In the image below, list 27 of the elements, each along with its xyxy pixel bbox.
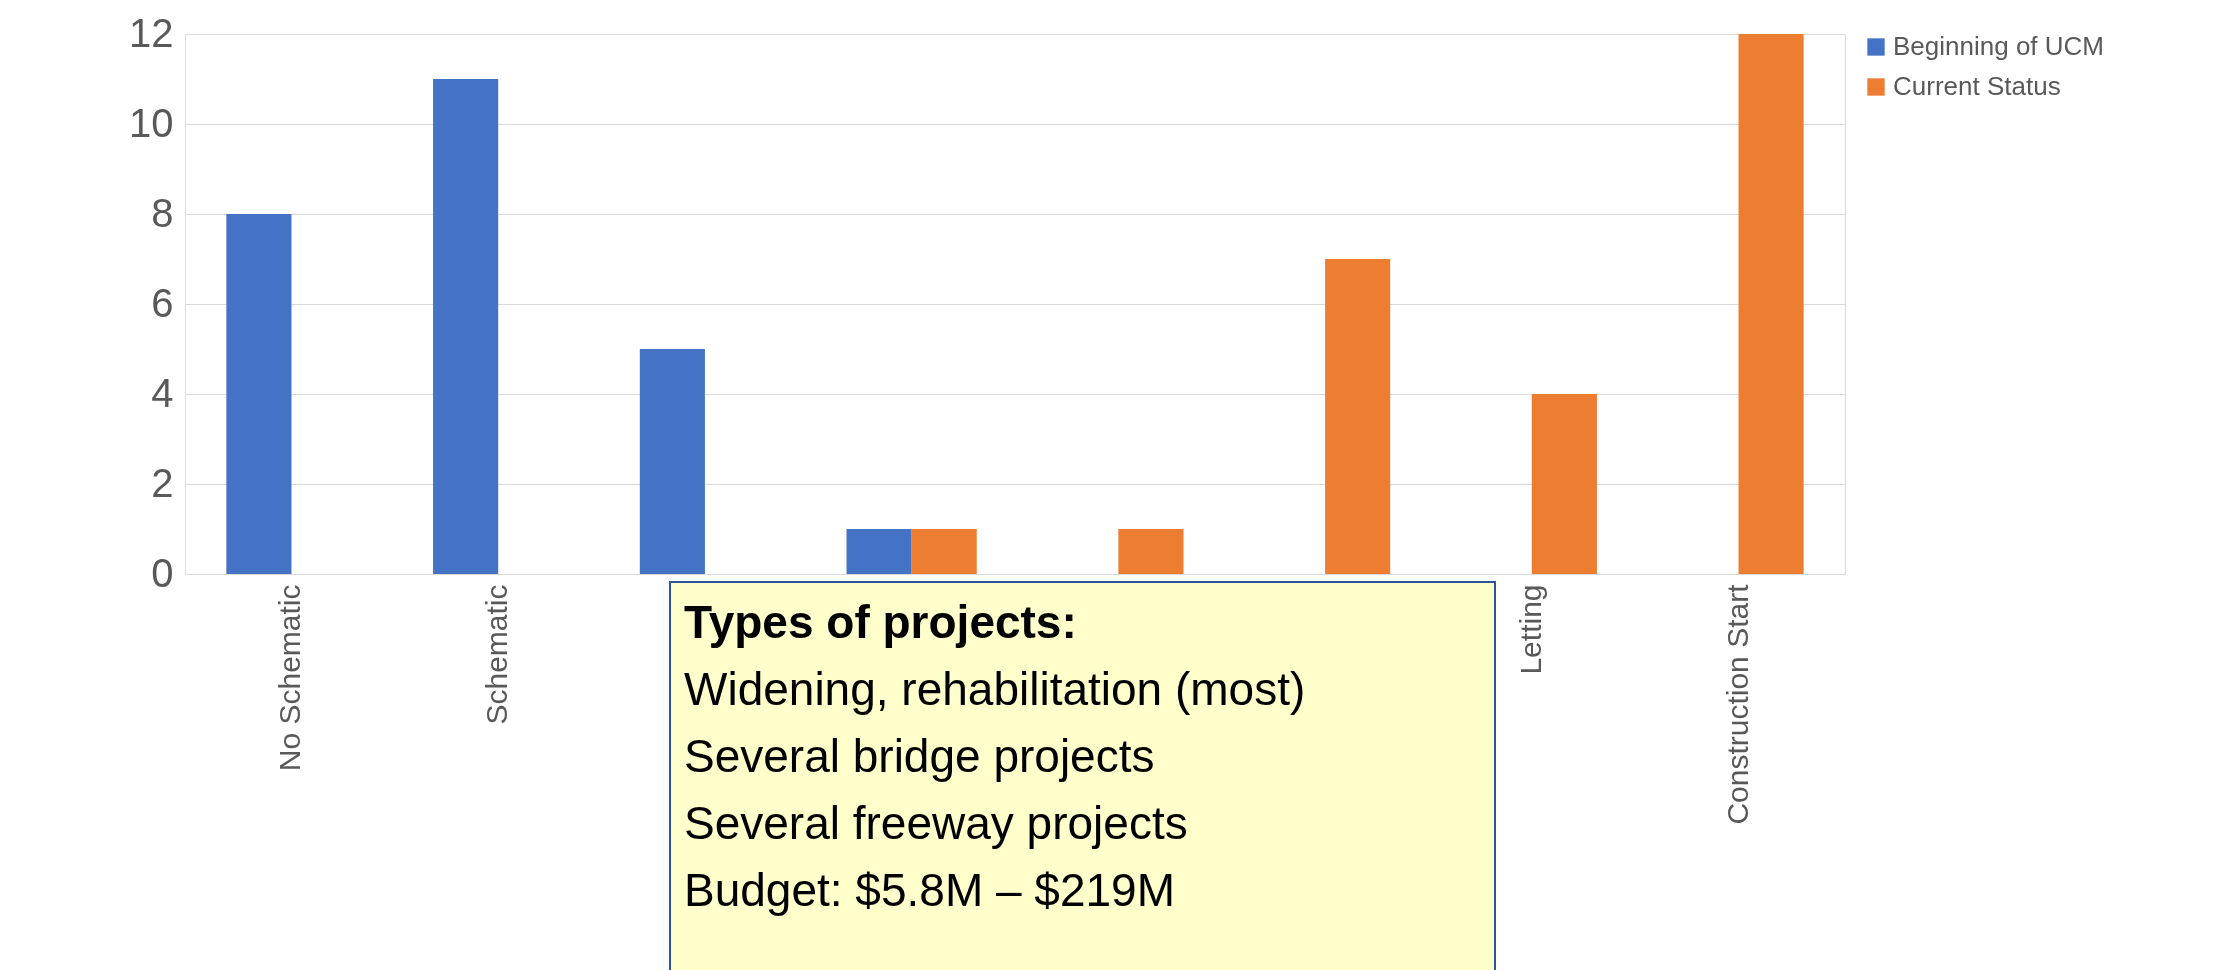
y-tick-label: 10 — [129, 100, 174, 145]
bar — [433, 79, 499, 574]
bar — [911, 529, 977, 574]
bar — [226, 214, 292, 574]
text: Types of projects: — [684, 596, 1077, 648]
bar — [1118, 529, 1184, 574]
x-tick-label: No Schematic — [273, 584, 307, 772]
y-tick-label: 8 — [151, 190, 174, 235]
y-tick-label: 0 — [151, 550, 174, 595]
legend-label: Current Status — [1893, 71, 2061, 101]
text: Widening, rehabilitation (most) — [684, 663, 1306, 715]
y-tick-label: 12 — [129, 10, 174, 55]
y-tick-label: 2 — [151, 460, 174, 505]
bar — [1531, 394, 1597, 574]
x-tick-label: Construction Start — [1720, 583, 1754, 825]
x-tick-label: Letting — [1513, 584, 1547, 675]
y-tick-label: 4 — [151, 370, 174, 415]
text: Several freeway projects — [684, 797, 1188, 849]
bar — [1325, 259, 1391, 574]
bar — [1738, 34, 1804, 574]
legend-label: Beginning of UCM — [1893, 31, 2104, 61]
x-tick-label: Schematic — [480, 584, 514, 725]
y-tick-label: 6 — [151, 280, 174, 325]
bar — [846, 529, 912, 574]
text: Several bridge projects — [684, 730, 1155, 782]
bar — [639, 349, 705, 574]
text: Budget: $5.8M – $219M — [684, 864, 1175, 916]
